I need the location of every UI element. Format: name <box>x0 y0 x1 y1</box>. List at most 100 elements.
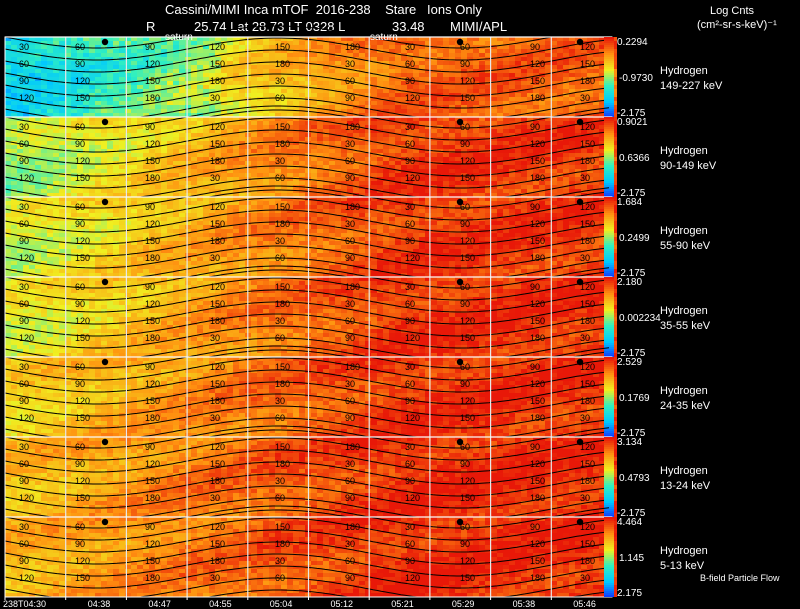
heatmap-cell <box>599 65 605 69</box>
heatmap-cell <box>491 121 497 125</box>
heatmap-cell <box>587 37 593 41</box>
heatmap-cell <box>143 89 149 93</box>
heatmap-cell <box>209 49 215 53</box>
heatmap-cell <box>77 253 83 257</box>
heatmap-cell <box>5 149 11 153</box>
heatmap-cell <box>395 49 401 53</box>
heatmap-cell <box>443 193 449 197</box>
heatmap-cell <box>287 49 293 53</box>
heatmap-cell <box>221 193 227 197</box>
heatmap-cell <box>269 181 275 185</box>
heatmap-cell <box>197 269 203 273</box>
heatmap-cell <box>221 177 227 181</box>
heatmap-cell <box>545 45 551 49</box>
heatmap-cell <box>89 177 95 181</box>
heatmap-cell <box>329 41 335 45</box>
heatmap-cell <box>101 257 107 261</box>
heatmap-cell <box>71 73 77 77</box>
heatmap-cell <box>65 257 71 261</box>
heatmap-cell <box>155 97 161 101</box>
heatmap-cell <box>461 137 467 141</box>
heatmap-cell <box>317 157 323 161</box>
heatmap-cell <box>269 185 275 189</box>
panel-3: 3060901206090120150901201501801201501803… <box>4 185 711 317</box>
heatmap-cell <box>563 69 569 73</box>
heatmap-cell <box>575 81 581 85</box>
heatmap-cell <box>191 45 197 49</box>
heatmap-cell <box>137 217 143 221</box>
heatmap-cell <box>125 229 131 233</box>
heatmap-cell <box>371 49 377 53</box>
heatmap-cell <box>71 89 77 93</box>
contour-label: 150 <box>75 173 90 183</box>
heatmap-cell <box>191 213 197 217</box>
heatmap-cell <box>65 129 71 133</box>
heatmap-cell <box>557 153 563 157</box>
heatmap-cell <box>419 73 425 77</box>
heatmap-cell <box>479 153 485 157</box>
heatmap-cell <box>173 93 179 97</box>
heatmap-cell <box>269 65 275 69</box>
heatmap-cell <box>365 153 371 157</box>
heatmap-cell <box>341 37 347 41</box>
heatmap-cell <box>17 37 23 41</box>
heatmap-cell <box>527 97 533 101</box>
heatmap-cell <box>353 73 359 77</box>
heatmap-cell <box>125 133 131 137</box>
heatmap-cell <box>425 145 431 149</box>
heatmap-cell <box>29 129 35 133</box>
heatmap-cell <box>275 105 281 109</box>
heatmap-cell <box>539 113 545 117</box>
heatmap-cell <box>341 97 347 101</box>
heatmap-cell <box>473 61 479 65</box>
heatmap-cell <box>131 97 137 101</box>
heatmap-cell <box>503 65 509 69</box>
heatmap-cell <box>287 149 293 153</box>
heatmap-cell <box>77 213 83 217</box>
heatmap-cell <box>527 193 533 197</box>
heatmap-cell <box>407 89 413 93</box>
heatmap-cell <box>323 45 329 49</box>
heatmap-cell <box>125 177 131 181</box>
heatmap-cell <box>479 53 485 57</box>
heatmap-cell <box>17 125 23 129</box>
heatmap-cell <box>191 249 197 253</box>
heatmap-cell <box>593 181 599 185</box>
heatmap-cell <box>101 165 107 169</box>
heatmap-cell <box>113 165 119 169</box>
colorbar-segment <box>604 155 614 157</box>
heatmap-cell <box>425 65 431 69</box>
heatmap-cell <box>569 145 575 149</box>
heatmap-cell <box>485 145 491 149</box>
heatmap-cell <box>101 93 107 97</box>
heatmap-cell <box>347 113 353 117</box>
heatmap-cell <box>263 41 269 45</box>
contour-label: 120 <box>19 173 34 183</box>
heatmap-cell <box>491 177 497 181</box>
heatmap-cell <box>551 85 557 89</box>
heatmap-cell <box>479 61 485 65</box>
heatmap-cell <box>161 221 167 225</box>
heatmap-cell <box>395 189 401 193</box>
heatmap-cell <box>53 197 59 201</box>
heatmap-cell <box>599 101 605 105</box>
heatmap-cell <box>83 213 89 217</box>
heatmap-cell <box>443 117 449 121</box>
heatmap-cell <box>107 89 113 93</box>
heatmap-cell <box>335 45 341 49</box>
contour-label: 150 <box>275 42 290 52</box>
heatmap-cell <box>215 73 221 77</box>
heatmap-cell <box>95 97 101 101</box>
heatmap-cell <box>503 133 509 137</box>
heatmap-cell <box>581 49 587 53</box>
heatmap-cell <box>281 93 287 97</box>
heatmap-cell <box>323 61 329 65</box>
heatmap-cell <box>377 133 383 137</box>
heatmap-cell <box>47 237 53 241</box>
heatmap-cell <box>377 89 383 93</box>
heatmap-cell <box>179 61 185 65</box>
heatmap-cell <box>293 145 299 149</box>
heatmap-cell <box>473 65 479 69</box>
heatmap-cell <box>143 265 149 269</box>
heatmap-cell <box>101 181 107 185</box>
